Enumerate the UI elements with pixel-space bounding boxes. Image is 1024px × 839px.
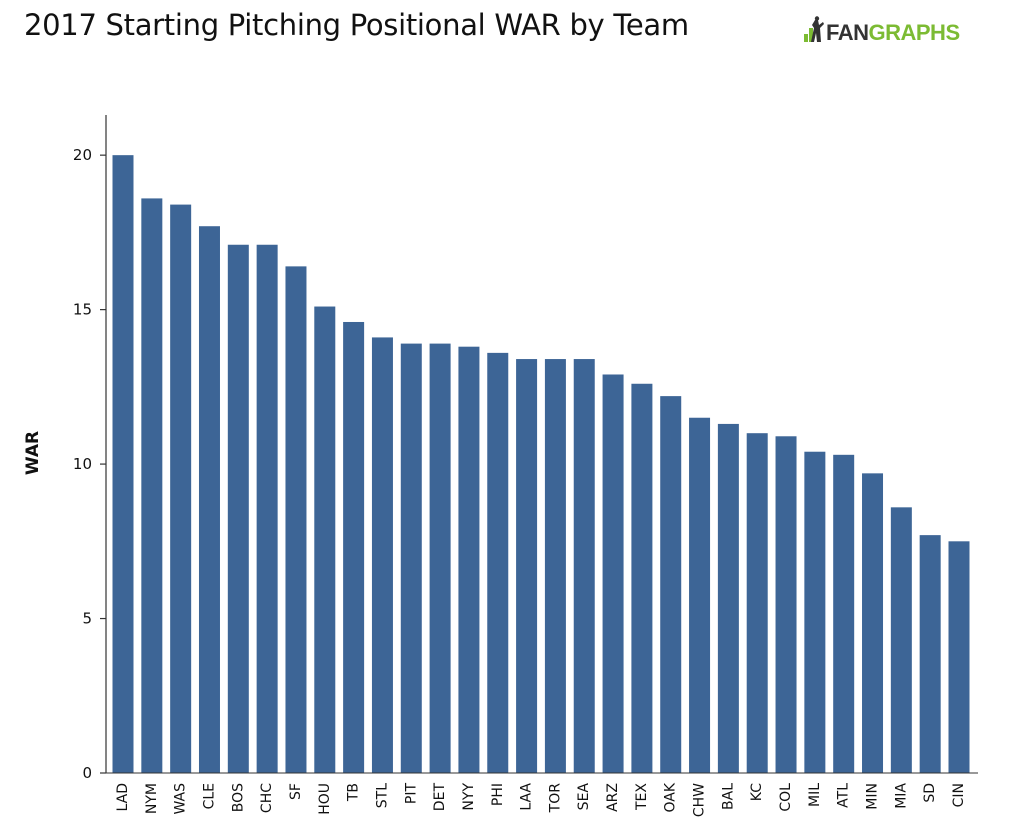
x-tick-label-laa: LAA: [519, 783, 535, 811]
x-tick-label-cle: CLE: [201, 783, 217, 809]
bar-pit: [400, 343, 422, 773]
y-tick-label: 0: [82, 764, 92, 782]
bar-stl: [371, 337, 393, 773]
bar-kc: [746, 433, 768, 773]
x-tick-label-col: COL: [778, 783, 794, 812]
bar-oak: [660, 396, 682, 773]
bar-sea: [573, 359, 595, 773]
bar-cle: [198, 226, 220, 773]
x-tick-label-pit: PIT: [403, 783, 419, 805]
bar-sd: [919, 535, 941, 773]
bar-mil: [804, 451, 826, 773]
x-tick-label-stl: STL: [374, 783, 390, 808]
y-tick-label: 10: [73, 455, 92, 473]
bar-sf: [285, 266, 307, 773]
brand-prefix: FAN: [826, 20, 869, 45]
bar-phi: [487, 352, 509, 773]
x-tick-label-kc: KC: [749, 783, 765, 801]
bar-col: [775, 436, 797, 773]
bar-lad: [112, 155, 134, 773]
page-title: 2017 Starting Pitching Positional WAR by…: [24, 8, 689, 42]
x-tick-label-arz: ARZ: [605, 783, 621, 812]
x-tick-label-sd: SD: [922, 783, 938, 803]
x-tick-label-atl: ATL: [836, 783, 852, 808]
x-tick-label-tor: TOR: [547, 783, 563, 814]
player-silhouette-icon: [804, 16, 824, 42]
bar-atl: [833, 454, 855, 773]
x-tick-label-chc: CHC: [259, 783, 275, 813]
x-tick-label-min: MIN: [865, 783, 881, 810]
x-tick-label-mia: MIA: [893, 783, 909, 809]
x-tick-label-sf: SF: [288, 783, 304, 800]
y-axis-label: WAR: [23, 431, 43, 475]
bar-hou: [314, 306, 336, 773]
x-tick-label-lad: LAD: [115, 783, 131, 811]
bar-arz: [602, 374, 624, 773]
bar-laa: [516, 359, 538, 773]
x-tick-label-cin: CIN: [951, 783, 967, 807]
x-tick-label-det: DET: [432, 783, 448, 812]
x-tick-label-hou: HOU: [317, 783, 333, 815]
x-tick-label-oak: OAK: [663, 782, 679, 812]
x-tick-label-chw: CHW: [692, 783, 708, 817]
bar-nyy: [458, 346, 480, 773]
bar-cin: [948, 541, 970, 773]
bars-group: [112, 155, 970, 774]
y-tick-label: 15: [73, 301, 92, 319]
x-tick-label-tb: TB: [346, 783, 362, 802]
bar-bos: [227, 244, 249, 773]
x-tick-label-mil: MIL: [807, 783, 823, 807]
bar-chw: [689, 417, 711, 773]
y-axis: 0 5 10 15 20: [73, 115, 107, 782]
bar-nym: [141, 198, 163, 773]
brand-suffix: GRAPHS: [869, 20, 960, 45]
fangraphs-logo[interactable]: FANGRAPHS: [804, 16, 994, 46]
bar-det: [429, 343, 451, 773]
bar-tex: [631, 383, 653, 773]
y-tick-label: 5: [82, 610, 92, 628]
svg-text:FANGRAPHS: FANGRAPHS: [826, 20, 960, 45]
x-tick-label-sea: SEA: [576, 783, 592, 811]
x-tick-label-nyy: NYY: [461, 783, 477, 811]
x-tick-label-bal: BAL: [720, 783, 736, 810]
x-axis: LAD NYM WAS CLE BOS CHC SF HOU TB STL PIT DET NYY PHI…: [106, 772, 978, 817]
bar-chc: [256, 244, 278, 773]
x-tick-label-bos: BOS: [230, 783, 246, 812]
y-tick-label: 20: [73, 146, 92, 164]
x-tick-label-was: WAS: [173, 783, 189, 815]
bar-was: [170, 204, 192, 774]
x-tick-label-nym: NYM: [144, 783, 160, 814]
x-tick-label-phi: PHI: [490, 783, 506, 806]
x-tick-label-tex: TEX: [634, 783, 650, 811]
bar-tor: [544, 359, 566, 773]
bar-min: [862, 473, 884, 773]
bar-tb: [343, 321, 365, 773]
bar-mia: [890, 507, 912, 773]
bar-bal: [717, 423, 739, 773]
